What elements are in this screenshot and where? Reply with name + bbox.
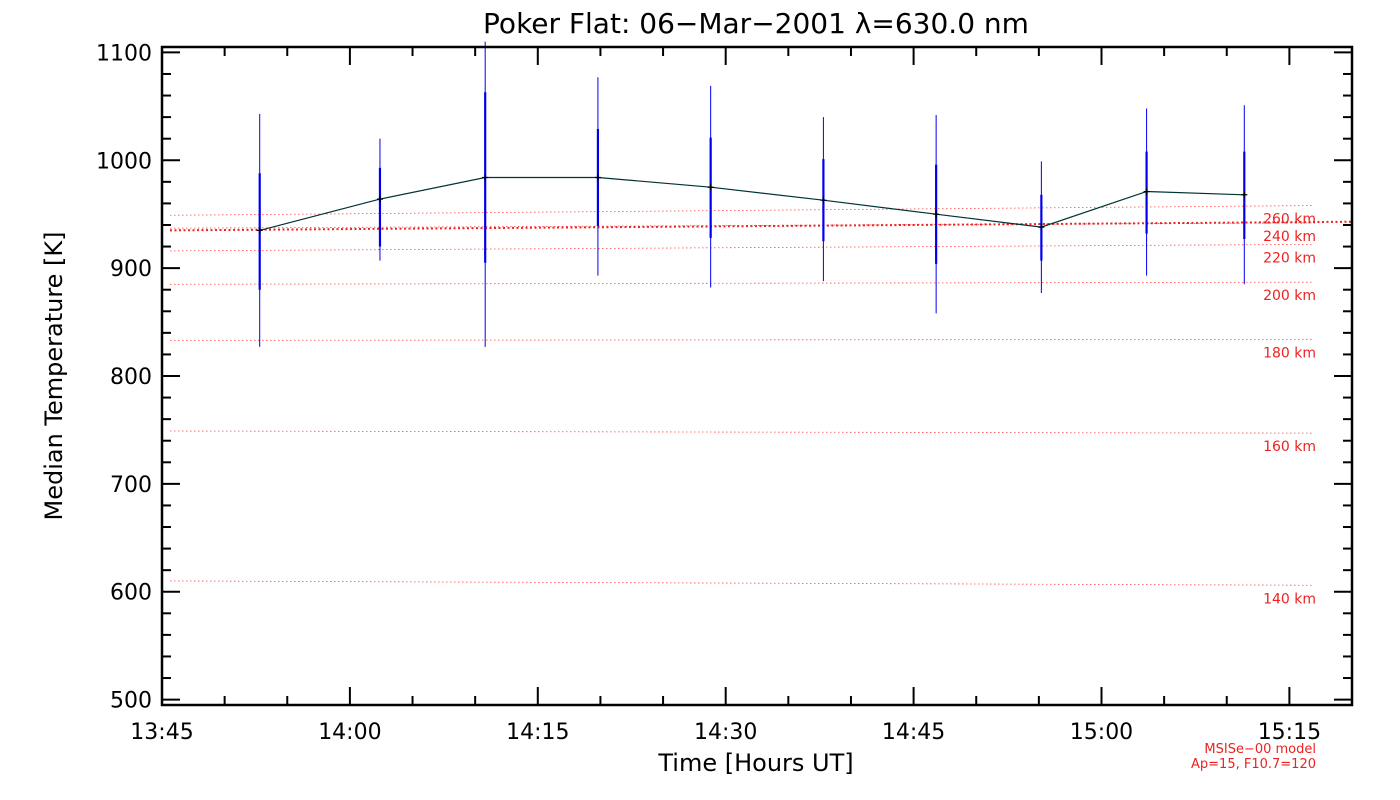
model-altitude-lines: 140 km 160 km 180 km 200 km 220 km 240 km260 …: [169, 205, 1353, 607]
altitude-label: 180 km: [1263, 345, 1316, 361]
y-tick-label: 900: [110, 257, 152, 282]
y-tick-label: 1100: [96, 41, 152, 66]
x-axis-label: Time [Hours UT]: [657, 749, 853, 777]
y-tick-label: 800: [110, 365, 152, 390]
data-point: [376, 196, 383, 203]
y-axis-label: Median Temperature [K]: [40, 231, 68, 520]
model-altitude-line: [169, 222, 1313, 229]
altitude-label: 160 km: [1263, 439, 1316, 455]
model-altitude-line: [169, 430, 1313, 434]
data-point: [933, 211, 940, 218]
altitude-label: 240 km: [1263, 229, 1316, 245]
x-tick-label: 14:45: [882, 720, 945, 745]
data-point: [1143, 188, 1150, 195]
y-tick-label: 700: [110, 473, 152, 498]
data-point: [256, 227, 263, 234]
data-point: [820, 197, 827, 204]
plot-axes: 13:45 14:00 14:15 14:30 14:45 15:00 15:15 500 60…: [96, 41, 1354, 745]
model-altitude-line: [169, 244, 1313, 252]
y-tick-label: 500: [110, 689, 152, 714]
x-tick-label: 14:15: [506, 720, 569, 745]
x-tick-label: 15:15: [1258, 720, 1321, 745]
model-altitude-line: [169, 580, 1313, 586]
data-point: [594, 174, 601, 181]
data-point: [482, 174, 489, 181]
model-altitude-line: [169, 281, 1313, 285]
x-tick-label: 14:00: [318, 720, 381, 745]
model-630nm-line: [169, 220, 1353, 232]
altitude-label: 200 km: [1263, 288, 1316, 304]
altitude-label: 260 km: [1263, 212, 1316, 228]
data-series: [256, 41, 1248, 347]
x-tick-label: 14:30: [694, 720, 757, 745]
model-note: MSISe−00 model Ap=15, F10.7=120: [1191, 742, 1316, 772]
model-altitude-line: [169, 338, 1313, 341]
chart-title: Poker Flat: 06−Mar−2001 λ=630.0 nm: [483, 7, 1029, 40]
altitude-label: 220 km: [1263, 250, 1316, 266]
model-note-line-1: MSISe−00 model: [1204, 742, 1316, 757]
model-note-line-2: Ap=15, F10.7=120: [1191, 757, 1316, 772]
altitude-label: 140 km: [1263, 591, 1316, 607]
data-point: [1038, 224, 1045, 231]
data-point: [1241, 191, 1248, 198]
model-altitude-line: [169, 205, 1313, 216]
data-point: [707, 184, 714, 191]
plot-frame: [160, 45, 1354, 707]
x-tick-label: 15:00: [1070, 720, 1133, 745]
x-tick-label: 13:45: [130, 720, 193, 745]
series-line: [259, 176, 1245, 231]
y-tick-label: 1000: [96, 149, 152, 174]
y-tick-label: 600: [110, 581, 152, 606]
